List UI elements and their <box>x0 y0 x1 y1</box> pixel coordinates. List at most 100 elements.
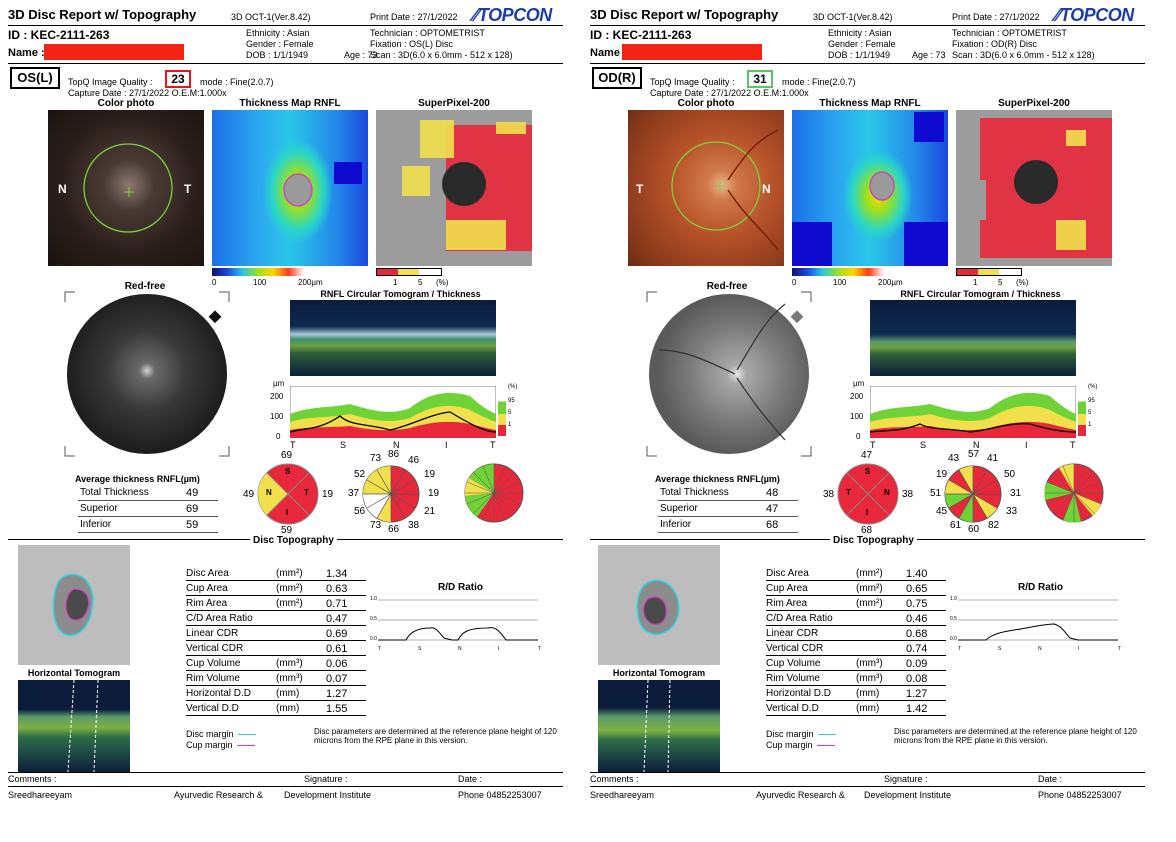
date-label: Date : <box>458 774 483 784</box>
clock-value: 60 <box>968 524 980 535</box>
param-row: Linear CDR 0.69 <box>186 626 366 641</box>
pct-label: (%) <box>508 384 518 390</box>
clock-value: 19 <box>424 469 436 480</box>
print-date: Print Date : 27/1/2022 <box>952 12 1040 22</box>
superpixel-title: SuperPixel-200 <box>998 98 1070 109</box>
pct-5: 5 <box>508 410 512 416</box>
clock-value: 73 <box>370 520 382 531</box>
quality-label: TopQ Image Quality : <box>650 77 735 87</box>
disc-parameters-table: Disc Area (mm²) 1.34 Cup Area (mm²) 0.63 Rim… <box>186 566 366 718</box>
capture-date: Capture Date : 27/1/2022 O.E.M:1.000x <box>68 88 227 98</box>
clock-value: 19 <box>428 488 440 499</box>
param-row: Horizontal D.D (mm) 1.27 <box>766 686 946 701</box>
superpixel-map <box>376 110 532 266</box>
disc-topography-title: Disc Topography <box>250 535 337 546</box>
clock-value: 37 <box>348 488 360 499</box>
footer-phone: Phone 04852253007 <box>1038 790 1122 800</box>
thickness-map-title: Thickness Map RNFL <box>239 98 341 109</box>
quality-badge: 31 <box>747 70 773 88</box>
param-row: Horizontal D.D (mm) 1.27 <box>186 686 366 701</box>
signature-label: Signature : <box>304 774 348 784</box>
report-right-eye: 3D Disc Report w/ Topography 3D OCT-1(Ve… <box>590 0 1150 842</box>
clock-value: 51 <box>930 488 942 499</box>
y-unit: µm <box>853 379 865 388</box>
y-unit: µm <box>273 379 285 388</box>
quad-right-value: 19 <box>322 489 334 500</box>
red-free-image <box>64 291 230 457</box>
disc-margin-legend: Disc margin <box>766 729 836 739</box>
clock-value: 82 <box>988 520 1000 531</box>
superpixel-title: SuperPixel-200 <box>418 98 490 109</box>
clock-hour-chart <box>944 465 1002 523</box>
param-row: Rim Area (mm²) 0.75 <box>766 596 946 611</box>
sector-pie-chart <box>1044 463 1104 523</box>
param-row: Cup Volume (mm³) 0.06 <box>186 656 366 671</box>
quad-top-value: 69 <box>281 450 293 461</box>
rd-ratio-title: R/D Ratio <box>438 582 483 593</box>
clock-value: 50 <box>1004 469 1016 480</box>
rnfl-thickness-profile <box>870 386 1076 438</box>
footer-institute-2: Development Institute <box>284 790 372 800</box>
quad-left-value: 38 <box>823 489 835 500</box>
disc-topography-title: Disc Topography <box>830 535 917 546</box>
scale-200: 200µm <box>878 278 903 287</box>
clock-value: 19 <box>936 469 948 480</box>
pct-5: 5 <box>1088 410 1092 416</box>
footer-phone: Phone 04852253007 <box>458 790 542 800</box>
clock-value: 56 <box>354 506 366 517</box>
avg-inferior-row: Inferior 68 <box>658 518 798 533</box>
disc-note: Disc parameters are determined at the re… <box>314 727 557 745</box>
color-photo-title: Color photo <box>97 98 155 109</box>
technician-info: Technician : OPTOMETRIST Fixation : OD(R)… <box>952 28 1095 60</box>
thickness-scale-bar <box>792 268 884 276</box>
quadrant-chart <box>257 463 319 525</box>
footer-name: Sreedhareeyam <box>590 790 655 800</box>
param-row: Vertical D.D (mm) 1.55 <box>186 701 366 716</box>
clock-value: 21 <box>424 506 436 517</box>
report-left-eye: 3D Disc Report w/ Topography 3D OCT-1(Ve… <box>8 0 568 842</box>
clock-value: 31 <box>1010 488 1022 499</box>
superpixel-scale-bar <box>956 268 1022 276</box>
technician-info: Technician : OPTOMETRIST Fixation : OS(L)… <box>370 28 513 60</box>
footer-institute-1: Ayurvedic Research & <box>756 790 845 800</box>
quad-s: S <box>865 467 871 476</box>
circular-tomogram-image <box>290 300 496 376</box>
clock-value: 43 <box>948 453 960 464</box>
quad-i: I <box>286 508 289 517</box>
pct-1: 1 <box>1088 422 1092 428</box>
circ-tomogram-title: RNFL Circular Tomogram / Thickness <box>900 289 1061 299</box>
capture-date: Capture Date : 27/1/2022 O.E.M:1.000x <box>650 88 809 98</box>
clock-value: 61 <box>950 520 962 531</box>
percentile-legend <box>1078 392 1086 436</box>
sp-scale-5: 5 <box>418 278 423 287</box>
param-row: Vertical D.D (mm) 1.42 <box>766 701 946 716</box>
rd-ratio-chart <box>958 599 1118 641</box>
sp-scale-pct: (%) <box>436 278 449 287</box>
pct-95: 95 <box>508 398 515 404</box>
device-version: 3D OCT-1(Ver.8.42) <box>231 12 311 22</box>
report-title: 3D Disc Report w/ Topography <box>590 7 779 22</box>
param-row: Rim Area (mm²) 0.71 <box>186 596 366 611</box>
photo-side-left: T <box>636 182 644 196</box>
rd-ratio-chart <box>378 599 538 641</box>
clock-value: 33 <box>1006 506 1018 517</box>
sector-pie-chart <box>464 463 524 523</box>
param-row: Vertical CDR 0.61 <box>186 641 366 656</box>
red-free-title: Red-free <box>706 281 748 292</box>
avg-total-row: Total Thickness 49 <box>78 486 218 501</box>
footer-name: Sreedhareeyam <box>8 790 73 800</box>
age: Age : 73 <box>344 50 378 60</box>
quad-right-value: 38 <box>902 489 914 500</box>
scan-mode: mode : Fine(2.0.7) <box>200 77 274 87</box>
quad-left-value: 49 <box>243 489 255 500</box>
color-fundus-photo: N T <box>48 110 204 266</box>
scale-100: 100 <box>253 278 267 287</box>
y-200: 200 <box>270 392 284 401</box>
device-version: 3D OCT-1(Ver.8.42) <box>813 12 893 22</box>
sp-scale-5: 5 <box>998 278 1003 287</box>
param-row: C/D Area Ratio 0.46 <box>766 611 946 626</box>
clock-value: 52 <box>354 469 366 480</box>
redaction-bar <box>622 44 762 60</box>
rnfl-thickness-map <box>212 110 368 266</box>
circular-tomogram-image <box>870 300 1076 376</box>
